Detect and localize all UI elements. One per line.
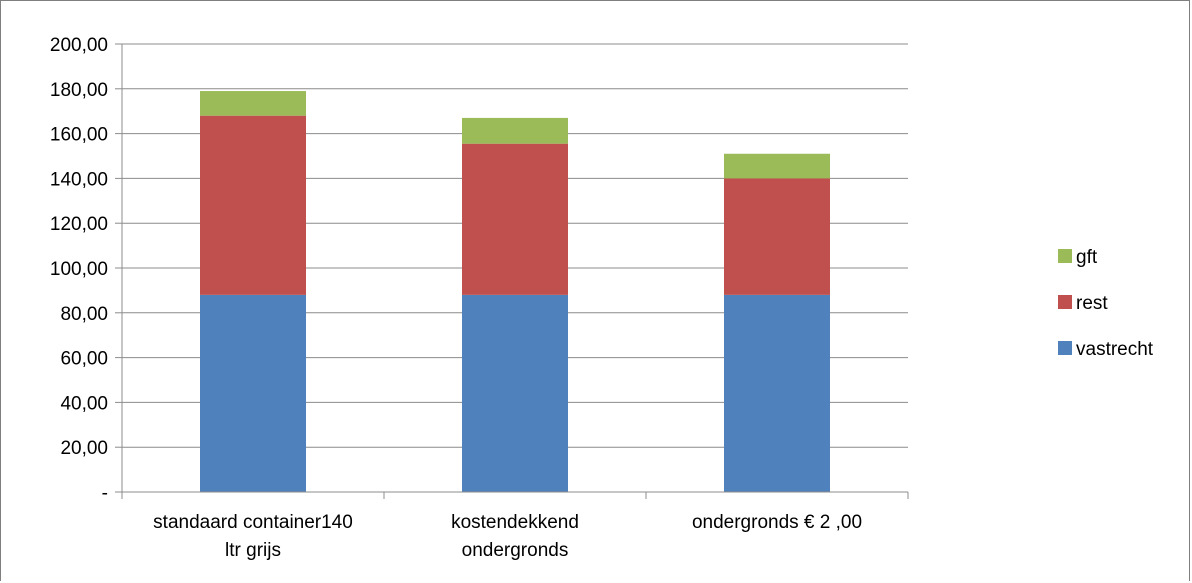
- y-tick-label: 80,00: [60, 304, 108, 325]
- bar-segment-vastrecht: [724, 294, 830, 492]
- bar-segment-gft: [724, 153, 830, 179]
- bar-segment-gft: [200, 91, 306, 116]
- y-tick-label: 160,00: [50, 125, 108, 146]
- x-category-label: ondergronds € 2 ,00: [692, 512, 862, 533]
- bar-segment-rest: [724, 178, 830, 295]
- y-tick-label: 180,00: [50, 80, 108, 101]
- bar-segment-rest: [462, 143, 568, 295]
- legend: gft rest vastrecht: [1058, 247, 1154, 360]
- x-axis-categories: standaard container140 ltr grijs kostendek…: [153, 512, 862, 561]
- y-tick-label: 120,00: [50, 214, 108, 235]
- y-tick-label: 100,00: [50, 259, 108, 280]
- bar-segment-gft: [462, 117, 568, 144]
- y-tick-label: 60,00: [60, 349, 108, 370]
- bar-segment-vastrecht: [462, 294, 568, 492]
- y-tick-label: 20,00: [60, 438, 108, 459]
- legend-swatch-gft: [1058, 249, 1072, 263]
- bar-segment-rest: [200, 115, 306, 295]
- y-tick-label: 40,00: [60, 393, 108, 414]
- legend-label-vastrecht: vastrecht: [1076, 339, 1154, 360]
- y-tick-label: 200,00: [50, 35, 108, 56]
- axes: [115, 43, 909, 499]
- y-tick-label: 140,00: [50, 169, 108, 190]
- x-category-label: standaard container140: [153, 512, 353, 533]
- legend-swatch-vastrecht: [1058, 341, 1072, 355]
- x-category-label: ondergronds: [462, 540, 569, 561]
- y-axis-ticks: - 20,00 40,00 60,00 80,00 100,00 120,00 140,00 1…: [50, 35, 108, 504]
- legend-label-gft: gft: [1076, 247, 1098, 268]
- x-category-label: ltr grijs: [225, 540, 281, 561]
- bar-segment-vastrecht: [200, 294, 306, 492]
- legend-label-rest: rest: [1076, 293, 1108, 314]
- y-tick-label: -: [102, 483, 108, 504]
- legend-swatch-rest: [1058, 295, 1072, 309]
- x-category-label: kostendekkend: [451, 512, 579, 533]
- bars: [200, 91, 830, 492]
